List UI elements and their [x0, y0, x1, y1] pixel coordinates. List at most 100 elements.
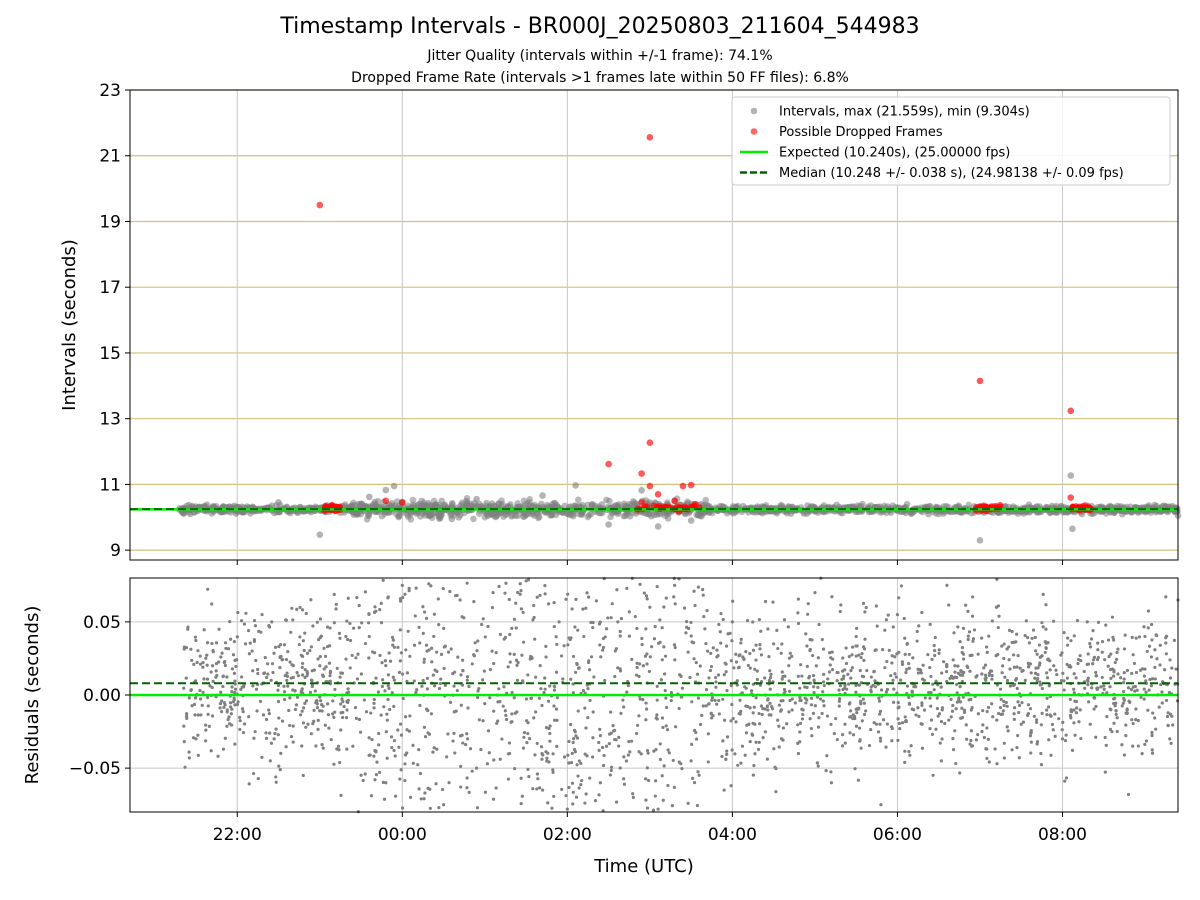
residual-point [357, 603, 361, 608]
residual-point [738, 698, 742, 702]
residual-point [836, 670, 840, 675]
residual-point [928, 622, 932, 626]
dropped-frame-point [690, 502, 698, 510]
residual-point [412, 643, 417, 647]
residual-point [815, 695, 820, 699]
y-tick-label: 11 [99, 475, 121, 495]
residual-point [483, 635, 487, 639]
residual-point [915, 639, 919, 643]
residual-point [451, 672, 455, 676]
residual-point [504, 581, 508, 585]
residual-point [692, 589, 696, 593]
residual-point [843, 686, 847, 690]
residual-point [897, 721, 901, 726]
residual-point [422, 660, 426, 664]
residual-point [569, 760, 574, 765]
residual-point [481, 617, 485, 621]
residual-point [648, 655, 652, 659]
residual-point [392, 678, 396, 682]
residual-point [1164, 634, 1169, 638]
residual-point [1122, 696, 1126, 701]
residual-point [980, 636, 984, 640]
residual-point [785, 722, 789, 726]
interval-point [572, 482, 579, 489]
residual-point [812, 678, 816, 682]
residual-point [890, 661, 894, 665]
residual-point [435, 650, 439, 654]
residual-point [873, 679, 877, 683]
residual-point [811, 653, 815, 658]
residual-point [201, 661, 205, 665]
residual-point [1068, 713, 1073, 718]
interval-point [595, 509, 603, 517]
residual-point [419, 797, 423, 801]
residual-point [538, 664, 542, 668]
interval-point [1069, 525, 1076, 533]
residual-point [502, 637, 506, 641]
residual-point [637, 662, 642, 666]
residual-point [983, 677, 987, 681]
residual-point [1092, 655, 1097, 659]
residual-point [1092, 696, 1097, 700]
residual-point [659, 678, 663, 682]
residual-point [1015, 745, 1019, 750]
residual-point [417, 748, 421, 752]
residual-point [609, 765, 614, 769]
residual-point [1010, 629, 1014, 634]
residual-point [1076, 661, 1080, 666]
residual-point [1163, 668, 1167, 672]
residual-point [939, 685, 943, 689]
residual-point [893, 672, 897, 676]
residual-point [705, 608, 709, 613]
residual-point [1014, 678, 1018, 682]
residual-point [230, 667, 234, 671]
residual-point [891, 625, 895, 629]
residual-point [945, 679, 949, 684]
residual-point [644, 707, 649, 711]
residual-point [315, 620, 319, 624]
residual-point [920, 703, 924, 708]
residual-point [863, 610, 867, 614]
residual-point [763, 676, 767, 680]
residual-point [566, 643, 570, 647]
residual-point [864, 605, 868, 610]
residual-point [698, 664, 702, 668]
residual-point [418, 771, 423, 776]
residual-point [1085, 620, 1089, 624]
residual-point [182, 645, 186, 649]
residual-point [900, 721, 905, 725]
residual-point [974, 738, 978, 742]
residual-point [969, 738, 973, 743]
residual-point [851, 733, 856, 737]
residual-point [714, 685, 718, 689]
residual-point [861, 675, 866, 679]
residual-point [862, 701, 867, 705]
residual-point [1000, 644, 1004, 648]
residual-point [551, 770, 555, 774]
residual-point [1150, 638, 1154, 642]
residual-point [529, 654, 533, 659]
residual-point [501, 704, 505, 708]
residual-point [303, 675, 307, 680]
residual-point [204, 728, 208, 732]
residual-point [682, 606, 687, 610]
residual-point [423, 735, 428, 739]
residual-point [805, 644, 809, 648]
residual-point [1017, 756, 1021, 760]
residual-point [459, 785, 463, 789]
residual-point [331, 699, 335, 703]
residual-point [725, 735, 730, 739]
residual-point [673, 583, 677, 587]
residual-point [1074, 711, 1078, 715]
residual-point [318, 617, 323, 621]
residual-point [740, 744, 745, 748]
residual-point [337, 748, 341, 752]
residual-point [377, 770, 382, 775]
residual-point [626, 684, 630, 688]
residual-point [885, 722, 889, 726]
residual-point [398, 628, 402, 632]
residual-point [1026, 665, 1031, 669]
residual-point [857, 726, 862, 730]
residual-point [821, 690, 825, 694]
residual-point [636, 723, 640, 727]
